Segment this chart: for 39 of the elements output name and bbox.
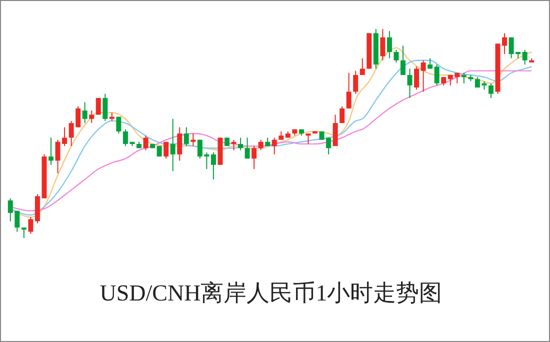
candlestick [488,82,494,98]
candlestick [386,30,392,59]
candlestick [407,68,412,98]
candlestick [258,139,264,151]
candlestick [170,118,176,172]
candlestick [102,93,108,122]
candlestick [360,58,365,76]
candlestick [48,137,54,166]
candlestick [238,137,244,151]
candlestick [461,72,466,84]
candlestick [143,135,148,151]
candlestick [380,28,386,61]
candlestick [394,49,399,63]
candlestick [116,116,122,134]
candlestick [210,152,216,180]
candlestick [82,102,88,124]
candlestick [184,126,189,147]
candlestick [306,133,311,144]
text: USD/CNH离岸人民币1小时走势图 [100,280,442,306]
candlestick [414,66,420,90]
candlestick [190,133,196,147]
candlestick [434,64,440,86]
candlestick [353,70,358,94]
candlestick [156,146,162,157]
candlestick [21,227,26,238]
candlestick [252,146,257,170]
candlestick [346,72,352,109]
candlestick [177,126,182,162]
candlestick [420,60,426,92]
candlestick [28,216,34,234]
candlestick [164,141,169,160]
candlestick [522,49,528,66]
candlestick [340,106,345,124]
candlestick [272,137,277,155]
candlestick [89,110,94,124]
candlestick [332,114,338,147]
candlestick [231,139,236,151]
candlestick [244,137,250,160]
candlestick [400,45,406,76]
